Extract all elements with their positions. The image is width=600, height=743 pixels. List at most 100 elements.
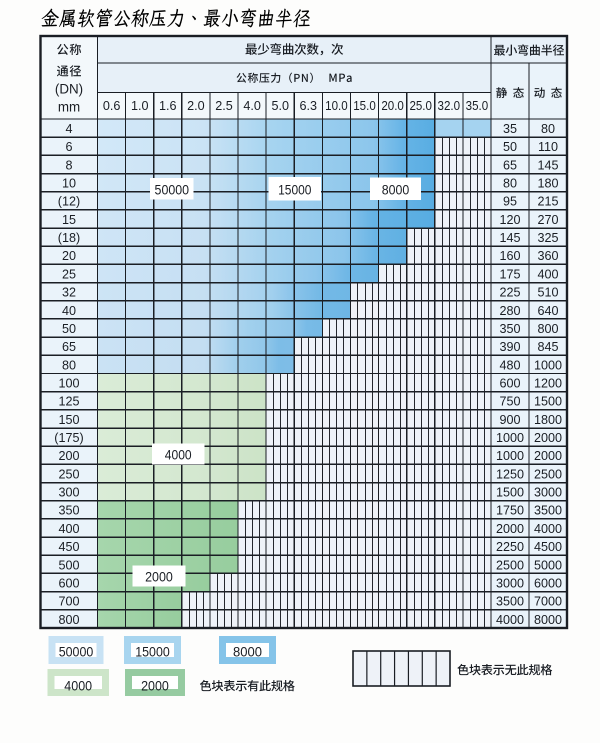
svg-text:65: 65 <box>503 158 517 172</box>
svg-text:1000: 1000 <box>496 449 524 463</box>
svg-text:6: 6 <box>65 140 72 154</box>
svg-text:360: 360 <box>537 249 558 263</box>
svg-text:4000: 4000 <box>64 678 92 694</box>
svg-text:50: 50 <box>503 140 517 154</box>
svg-text:110: 110 <box>538 140 558 154</box>
svg-text:80: 80 <box>541 122 555 136</box>
svg-text:25: 25 <box>62 267 76 281</box>
svg-text:225: 225 <box>499 286 520 300</box>
svg-text:750: 750 <box>499 395 520 409</box>
svg-text:8000: 8000 <box>534 613 562 627</box>
svg-text:15: 15 <box>62 213 76 227</box>
svg-text:2000: 2000 <box>141 678 169 694</box>
svg-text:390: 390 <box>499 340 520 354</box>
svg-text:350: 350 <box>499 322 520 336</box>
svg-text:4: 4 <box>65 122 72 136</box>
svg-text:4.0: 4.0 <box>243 99 261 113</box>
svg-text:50000: 50000 <box>155 181 190 197</box>
svg-text:80: 80 <box>62 358 76 372</box>
svg-text:700: 700 <box>58 595 79 609</box>
svg-text:15000: 15000 <box>135 644 170 660</box>
svg-text:6000: 6000 <box>534 577 562 591</box>
svg-text:3000: 3000 <box>534 486 562 500</box>
svg-text:8: 8 <box>65 158 72 172</box>
svg-text:35.0: 35.0 <box>466 99 489 113</box>
svg-text:2000: 2000 <box>534 431 562 445</box>
svg-text:50: 50 <box>62 322 76 336</box>
svg-text:4000: 4000 <box>496 613 524 627</box>
svg-text:(18): (18) <box>58 231 80 245</box>
svg-text:350: 350 <box>58 504 79 518</box>
svg-text:200: 200 <box>58 449 79 463</box>
svg-text:7000: 7000 <box>534 595 562 609</box>
svg-text:100: 100 <box>58 377 79 391</box>
svg-text:160: 160 <box>499 249 520 263</box>
svg-text:40: 40 <box>62 304 76 318</box>
svg-text:80: 80 <box>503 177 517 191</box>
svg-text:600: 600 <box>58 577 79 591</box>
svg-text:6.3: 6.3 <box>300 99 318 113</box>
svg-text:510: 510 <box>537 286 558 300</box>
svg-text:145: 145 <box>499 231 520 245</box>
svg-text:2000: 2000 <box>534 449 562 463</box>
svg-text:3000: 3000 <box>496 577 524 591</box>
svg-text:0.6: 0.6 <box>103 99 121 113</box>
svg-text:1.0: 1.0 <box>131 99 149 113</box>
svg-text:3500: 3500 <box>534 504 562 518</box>
svg-text:15.0: 15.0 <box>353 99 376 113</box>
svg-text:250: 250 <box>58 467 79 481</box>
svg-text:2.5: 2.5 <box>215 99 233 113</box>
svg-text:2000: 2000 <box>145 569 173 585</box>
svg-text:2250: 2250 <box>496 540 524 554</box>
svg-text:5.0: 5.0 <box>271 99 289 113</box>
svg-text:5000: 5000 <box>534 558 562 572</box>
svg-text:35: 35 <box>503 122 517 136</box>
svg-text:1.6: 1.6 <box>159 99 177 113</box>
svg-text:400: 400 <box>537 267 558 281</box>
svg-text:10: 10 <box>62 177 76 191</box>
svg-text:3500: 3500 <box>496 595 524 609</box>
svg-text:15000: 15000 <box>278 181 311 197</box>
svg-text:1200: 1200 <box>534 377 562 391</box>
svg-text:4000: 4000 <box>165 447 192 463</box>
svg-text:125: 125 <box>58 395 79 409</box>
svg-text:325: 325 <box>537 231 558 245</box>
svg-text:1500: 1500 <box>496 486 524 500</box>
svg-text:8000: 8000 <box>233 644 262 660</box>
svg-text:450: 450 <box>58 540 79 554</box>
svg-text:1000: 1000 <box>534 358 562 372</box>
svg-text:10.0: 10.0 <box>325 99 348 113</box>
svg-text:800: 800 <box>537 322 558 336</box>
svg-text:480: 480 <box>499 358 520 372</box>
svg-text:(DN): (DN) <box>55 82 83 97</box>
svg-text:640: 640 <box>537 304 558 318</box>
svg-text:500: 500 <box>58 558 79 572</box>
svg-text:2500: 2500 <box>496 558 524 572</box>
svg-text:175: 175 <box>499 267 520 281</box>
svg-text:1000: 1000 <box>496 431 524 445</box>
svg-text:600: 600 <box>499 377 520 391</box>
svg-text:20.0: 20.0 <box>381 99 404 113</box>
svg-text:215: 215 <box>537 195 558 209</box>
svg-text:150: 150 <box>58 413 79 427</box>
svg-text:180: 180 <box>537 177 558 191</box>
svg-text:270: 270 <box>537 213 558 227</box>
svg-text:4000: 4000 <box>534 522 562 536</box>
svg-text:95: 95 <box>503 195 517 209</box>
svg-text:300: 300 <box>58 486 79 500</box>
svg-text:8000: 8000 <box>382 181 410 197</box>
svg-text:2000: 2000 <box>496 522 524 536</box>
svg-text:900: 900 <box>499 413 520 427</box>
svg-text:32: 32 <box>62 286 76 300</box>
svg-text:845: 845 <box>537 340 558 354</box>
svg-text:145: 145 <box>537 158 558 172</box>
svg-text:1800: 1800 <box>534 413 562 427</box>
svg-text:400: 400 <box>58 522 79 536</box>
svg-text:2500: 2500 <box>534 467 562 481</box>
svg-text:280: 280 <box>499 304 520 318</box>
svg-text:20: 20 <box>62 249 76 263</box>
svg-text:800: 800 <box>58 613 79 627</box>
svg-text:4500: 4500 <box>534 540 562 554</box>
svg-text:1750: 1750 <box>496 504 524 518</box>
svg-text:(175): (175) <box>54 431 83 445</box>
